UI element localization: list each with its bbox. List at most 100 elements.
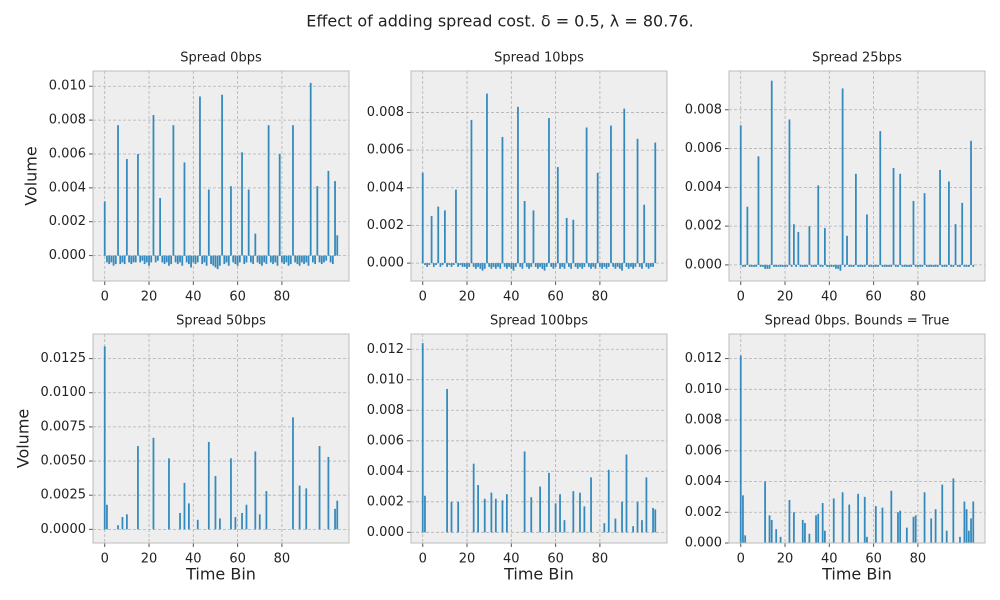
bar (912, 200, 915, 265)
bar (165, 255, 168, 263)
y-tick-label: 0.008 (685, 102, 722, 117)
bar (950, 264, 953, 267)
bar (874, 264, 877, 267)
bar (852, 264, 855, 267)
figure-title: Effect of adding spread cost. δ = 0.5, λ… (306, 12, 693, 31)
bar (621, 263, 623, 271)
bar (821, 264, 824, 267)
bar (954, 224, 957, 265)
bar (897, 264, 899, 267)
bar (826, 264, 828, 267)
x-tick-label: 20 (777, 290, 794, 305)
bar (654, 142, 657, 264)
bar (424, 495, 426, 533)
bar (832, 498, 835, 543)
bar (815, 264, 817, 267)
bar (625, 263, 628, 267)
bar (956, 264, 959, 267)
bar (848, 504, 851, 543)
bar (437, 206, 440, 264)
bar (157, 255, 159, 261)
bar (225, 255, 228, 263)
y-tick-label: 0.002 (685, 505, 722, 520)
bar (486, 93, 488, 264)
bar (757, 156, 760, 265)
bar (770, 80, 773, 265)
bar (837, 264, 840, 269)
bar (784, 264, 786, 267)
bar (430, 216, 433, 264)
bar (265, 255, 268, 265)
bar (739, 355, 742, 543)
bar (494, 498, 497, 533)
bar (537, 263, 539, 269)
bar (630, 263, 632, 267)
x-tick-label: 0 (101, 290, 109, 305)
bar (905, 264, 908, 267)
bar (298, 485, 301, 530)
bar (835, 264, 837, 269)
bar (552, 263, 555, 269)
bar (970, 518, 972, 543)
bar (832, 264, 835, 267)
bar (250, 255, 252, 263)
bar (773, 264, 775, 267)
bar (490, 492, 493, 533)
bar (742, 495, 744, 543)
bar (753, 264, 755, 267)
bar (188, 503, 190, 530)
x-tick-label: 80 (910, 552, 927, 567)
bar (205, 255, 208, 266)
bar (548, 118, 550, 264)
bar (801, 519, 804, 543)
bar (314, 255, 317, 265)
bar (965, 264, 968, 267)
bar (943, 264, 946, 267)
bar (643, 204, 646, 264)
bar (443, 210, 446, 264)
bar (234, 255, 237, 265)
bar (450, 263, 453, 267)
x-tick-label: 60 (865, 290, 882, 305)
bar (488, 263, 491, 267)
bar (923, 193, 926, 265)
y-tick-label: 0.004 (685, 474, 722, 489)
bar (139, 255, 142, 263)
bar (188, 255, 190, 265)
bar (424, 263, 426, 265)
x-tick-label: 80 (274, 290, 291, 305)
bar (587, 263, 590, 267)
bar (477, 263, 479, 267)
bar (959, 536, 961, 543)
bar (824, 530, 826, 543)
bar (530, 497, 533, 533)
bar (761, 264, 764, 267)
bar (123, 255, 126, 265)
bar (148, 255, 150, 266)
bar (475, 263, 477, 269)
x-tick-label: 0 (101, 552, 109, 567)
bar (607, 263, 610, 267)
x-tick-label: 0 (737, 290, 745, 305)
bar (610, 125, 612, 264)
bar (320, 255, 323, 265)
bar (232, 255, 235, 263)
bar (292, 417, 294, 530)
bar (574, 263, 577, 267)
bar (194, 255, 197, 265)
bar (879, 131, 882, 265)
bar (281, 255, 283, 263)
bar (227, 255, 230, 266)
bar (917, 264, 919, 267)
bar (289, 255, 292, 265)
bar (185, 255, 188, 263)
bar (128, 255, 130, 263)
bar (481, 263, 484, 271)
bar (130, 255, 133, 265)
bar (241, 512, 243, 530)
bar (603, 523, 606, 533)
bar (565, 217, 568, 264)
bar (490, 263, 493, 269)
bar (521, 263, 524, 269)
bar (539, 486, 541, 533)
